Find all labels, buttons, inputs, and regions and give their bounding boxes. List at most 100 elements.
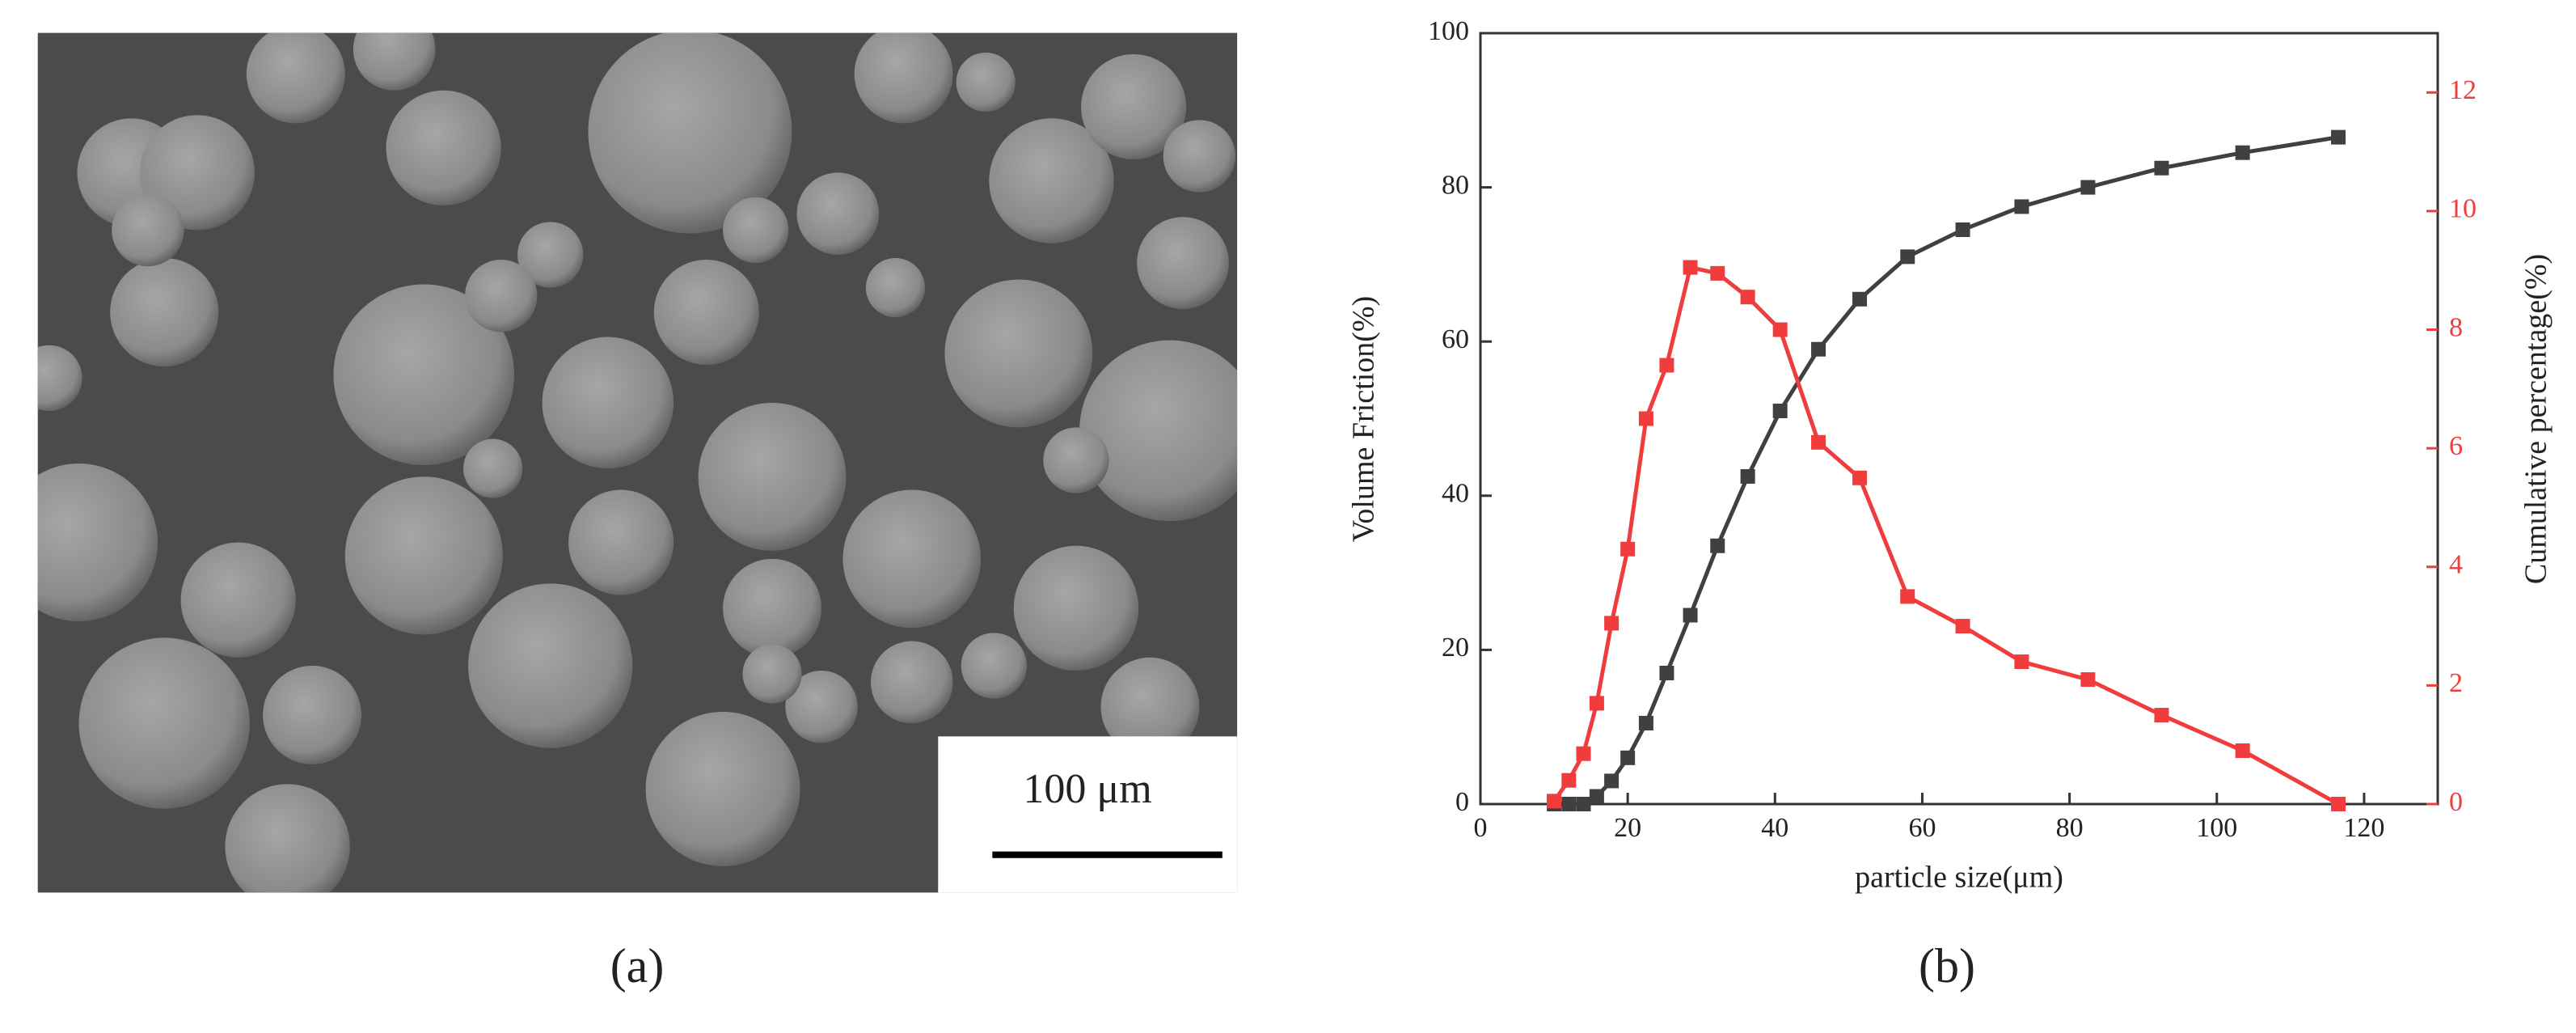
- marker: [1604, 616, 1620, 631]
- x-axis-title: particle size(μm): [1855, 861, 2063, 895]
- particle: [263, 665, 362, 764]
- particle: [989, 118, 1114, 243]
- particle: [1100, 657, 1200, 756]
- marker: [1604, 773, 1620, 789]
- marker: [1683, 608, 1698, 623]
- particle: [465, 260, 538, 332]
- marker: [1638, 715, 1653, 730]
- particle: [1137, 217, 1229, 310]
- particle: [1013, 545, 1139, 671]
- marker: [1772, 403, 1788, 418]
- marker: [1589, 789, 1604, 804]
- series-line: [1554, 135, 2339, 807]
- particle: [944, 279, 1093, 428]
- marker: [1659, 358, 1674, 373]
- plot-frame: [1479, 32, 2439, 806]
- particle: [796, 172, 880, 255]
- marker: [1620, 750, 1636, 765]
- particle: [37, 345, 82, 411]
- marker: [1852, 291, 1868, 307]
- y2-tick-label: 10: [2449, 194, 2477, 224]
- particle: [37, 464, 158, 622]
- marker: [2154, 708, 2169, 723]
- marker: [1740, 468, 1755, 484]
- marker: [1740, 290, 1755, 305]
- particle: [344, 476, 503, 635]
- particle: [568, 489, 674, 595]
- panel-label: (b): [1919, 939, 1975, 993]
- x-tick-label: 80: [2056, 813, 2084, 843]
- particle: [1079, 340, 1238, 522]
- marker: [1576, 797, 1591, 811]
- y2-axis-title: Cumulative percentage(%): [2519, 254, 2553, 584]
- x-tick-label: 0: [1474, 813, 1488, 843]
- particle: [517, 222, 584, 288]
- particle: [225, 784, 350, 893]
- scale-bar-label: 100 μm: [1023, 766, 1151, 812]
- particle: [865, 258, 926, 318]
- y-tick-label: 100: [1428, 16, 1469, 46]
- series-line: [1552, 265, 2340, 807]
- marker: [1547, 794, 1562, 809]
- marker: [2331, 129, 2346, 145]
- particle: [742, 644, 802, 704]
- marker: [2235, 743, 2250, 759]
- marker: [2235, 145, 2250, 160]
- particle: [854, 32, 953, 124]
- y2-tick-label: 0: [2449, 787, 2463, 817]
- y2-tick-label: 4: [2449, 550, 2463, 580]
- marker: [2014, 654, 2029, 670]
- particle: [1043, 427, 1109, 493]
- marker: [1561, 797, 1577, 811]
- marker: [1955, 222, 1970, 238]
- x-tick-label: 20: [1614, 813, 1641, 843]
- particle: [542, 337, 674, 469]
- marker: [2014, 199, 2029, 214]
- marker: [1900, 249, 1915, 265]
- marker: [1811, 434, 1826, 450]
- marker: [1659, 665, 1674, 680]
- particle: [180, 542, 296, 658]
- particle: [698, 402, 847, 551]
- marker: [2080, 180, 2096, 195]
- y-tick-label: 20: [1442, 633, 1469, 663]
- marker: [2080, 672, 2096, 688]
- particle: [112, 193, 184, 267]
- y2-tick-label: 12: [2449, 75, 2477, 105]
- y-axis-title: Volume Friction(%): [1347, 296, 1381, 542]
- particle: [961, 633, 1027, 699]
- particle: [645, 711, 800, 866]
- x-tick-label: 120: [2343, 813, 2384, 843]
- particle: [653, 260, 759, 366]
- marker: [1561, 773, 1577, 788]
- particle: [842, 489, 982, 629]
- marker: [1852, 470, 1868, 485]
- marker: [1589, 696, 1604, 711]
- marker: [2331, 797, 2346, 811]
- particle: [463, 438, 523, 498]
- particle: [723, 197, 789, 264]
- particle: [1163, 120, 1236, 193]
- marker: [1576, 746, 1591, 761]
- marker: [1683, 260, 1698, 275]
- marker: [1710, 265, 1725, 281]
- particle: [723, 558, 822, 658]
- x-tick-label: 100: [2196, 813, 2237, 843]
- particle: [956, 53, 1016, 112]
- particle: [1081, 54, 1187, 160]
- y-tick-label: 0: [1455, 787, 1469, 817]
- sem-image: [37, 32, 1238, 893]
- y2-tick-label: 2: [2449, 668, 2463, 698]
- marker: [2154, 160, 2169, 176]
- particle: [468, 583, 633, 748]
- particle: [588, 32, 792, 234]
- particle: [110, 258, 219, 367]
- particle: [78, 637, 250, 809]
- particle: [333, 284, 515, 466]
- particle: [785, 671, 858, 743]
- particle: [870, 641, 953, 724]
- x-tick-label: 60: [1908, 813, 1936, 843]
- y-tick-label: 80: [1442, 170, 1469, 200]
